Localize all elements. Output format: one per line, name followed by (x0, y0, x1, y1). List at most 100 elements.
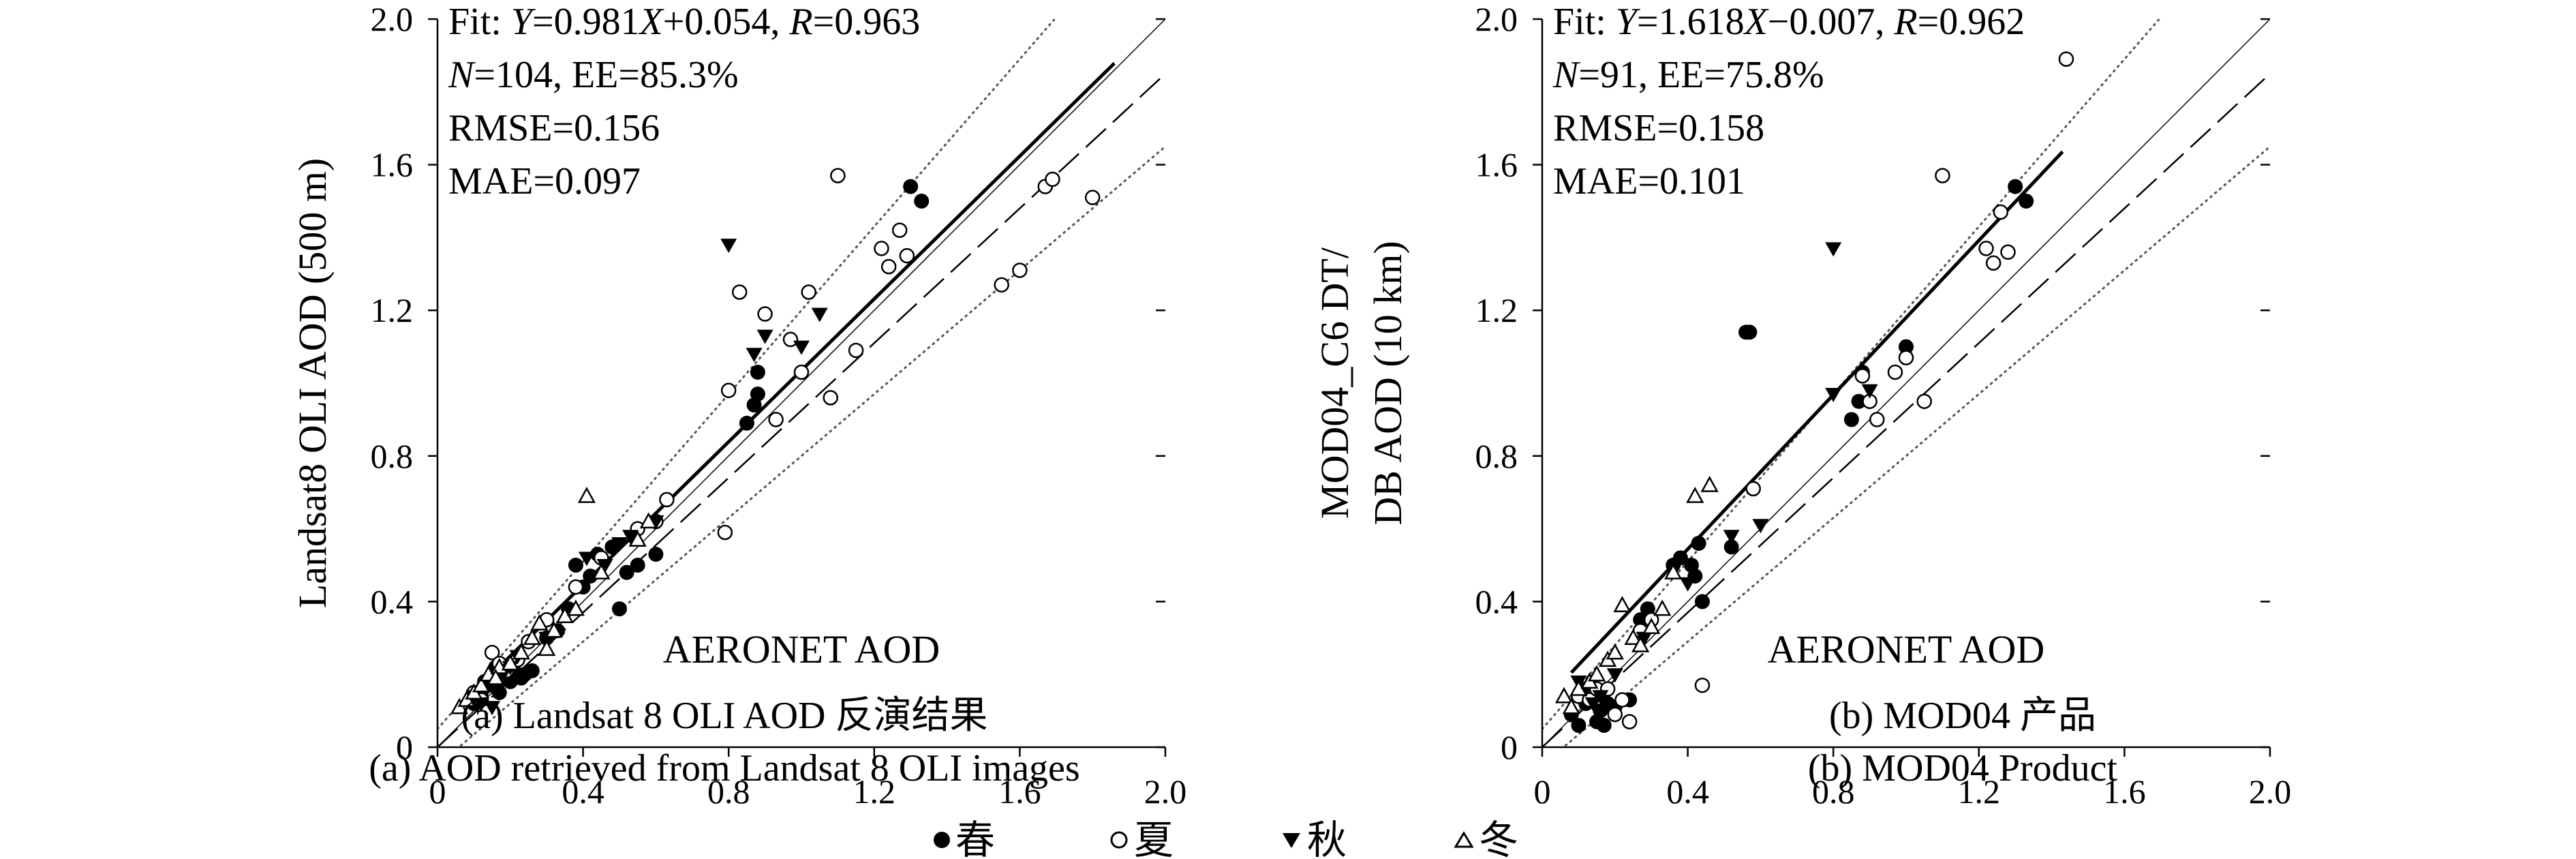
point-a-spring-29 (750, 364, 765, 380)
x-tick-label-b-0: 0 (1534, 772, 1551, 811)
series-b-spring (1563, 179, 2034, 733)
point-b-spring-27 (2019, 194, 2034, 209)
point-b-autumn-10 (1825, 242, 1842, 257)
point-a-winter-17 (538, 639, 556, 657)
point-b-summer-17 (1935, 168, 1950, 183)
point-a-autumn-11 (611, 537, 628, 552)
point-a-winter-7 (512, 643, 530, 660)
point-a-summer-22 (823, 390, 838, 406)
point-b-winter-7 (1613, 596, 1631, 612)
y-tick-label-b-5: 2.0 (1475, 0, 1518, 38)
stat-line-b-3: RMSE=0.158 (1553, 107, 1764, 149)
point-b-winter-13 (1700, 475, 1719, 492)
point-a-autumn-15 (746, 348, 763, 363)
x-tick-label-b-4: 1.6 (2103, 772, 2146, 811)
legend-item-spring: 春 (934, 818, 995, 859)
point-a-summer-23 (830, 168, 846, 183)
caption-a-en: (a) AOD retrieved from Landsat 8 OLI ima… (369, 747, 1079, 789)
point-a-summer-26 (880, 258, 897, 275)
y-axis-title-b-line-2: DB AOD (10 km) (1366, 241, 1410, 525)
point-a-winter-14 (592, 563, 611, 579)
caption-b-zh: (b) MOD04 产品 (1829, 695, 2096, 737)
legend-marker-filled-circle (934, 832, 950, 848)
point-b-autumn-5 (1636, 631, 1653, 646)
point-b-summer-13 (1869, 412, 1885, 427)
y-tick-label-a-2: 0.8 (371, 437, 414, 475)
point-b-summer-11 (1854, 368, 1871, 384)
legend-item-winter: 冬 (1454, 818, 1518, 859)
point-a-spring-24 (630, 558, 645, 573)
point-b-autumn-9 (1825, 388, 1842, 403)
point-a-spring-25 (648, 546, 664, 562)
legend-marker-open-circle (1110, 831, 1128, 849)
x-tick-label-a-0: 0 (429, 772, 446, 811)
point-a-autumn-1 (473, 697, 490, 712)
point-a-winter-8 (523, 629, 541, 646)
point-a-summer-27 (891, 222, 908, 238)
x-tick-label-a-3: 1.2 (853, 772, 896, 811)
point-a-summer-16 (731, 284, 748, 300)
point-b-autumn-4 (1606, 668, 1623, 683)
y-tick-label-b-1: 0.4 (1475, 582, 1518, 620)
point-b-spring-11 (1633, 612, 1649, 628)
point-a-autumn-16 (756, 329, 773, 344)
point-a-spring-22 (612, 601, 627, 617)
x-axis-title-b: AERONET AOD (1768, 627, 2045, 672)
legend-label-spring: 春 (955, 818, 995, 859)
point-a-spring-19 (583, 569, 598, 584)
caption-a-zh: (a) Landsat 8 OLI AOD 反演结果 (461, 695, 988, 737)
point-a-winter-3 (472, 676, 491, 693)
point-a-summer-32 (1045, 171, 1060, 187)
x-axis-title-a: AERONET AOD (663, 627, 940, 672)
plot-area-b (1542, 19, 2270, 747)
stat-line-a-1: Fit: Y=0.981X+0.054, R=0.963 (448, 1, 920, 43)
x-tick-label-a-2: 0.8 (707, 772, 750, 811)
point-a-winter-10 (545, 621, 563, 638)
caption-b-en: (b) MOD04 Product (1808, 747, 2118, 789)
point-a-autumn-9 (578, 552, 595, 567)
stat-line-a-4: MAE=0.097 (448, 160, 641, 202)
point-a-autumn-12 (622, 530, 639, 545)
stat-line-b-4: MAE=0.101 (1553, 160, 1745, 202)
fit-line-a (461, 62, 1116, 704)
point-b-summer-21 (2000, 244, 2016, 260)
point-a-autumn-17 (811, 307, 828, 322)
y-tick-label-a-0: 0 (396, 728, 413, 766)
point-b-autumn-2 (1584, 697, 1601, 712)
point-a-spring-23 (619, 564, 634, 580)
stat-line-a-3: RMSE=0.156 (448, 107, 660, 149)
point-a-summer-33 (1084, 190, 1101, 205)
legend: 春 夏 秋 冬 (934, 818, 1518, 859)
point-b-winter-10 (1653, 599, 1672, 616)
point-a-summer-30 (1012, 262, 1028, 278)
point-a-winter-6 (501, 654, 519, 671)
point-b-spring-17 (1691, 535, 1706, 551)
point-a-summer-20 (793, 364, 810, 380)
point-b-spring-22 (1843, 412, 1859, 427)
point-b-winter-9 (1642, 618, 1661, 635)
series-a-winter (450, 486, 658, 714)
legend-marker-open-triangle-up (1454, 831, 1474, 848)
legend-label-winter: 冬 (1479, 818, 1518, 859)
ee-upper-line-a (438, 19, 1056, 730)
point-b-summer-6 (1621, 714, 1638, 729)
point-a-summer-29 (994, 277, 1009, 293)
point-b-spring-19 (1723, 539, 1739, 555)
point-b-winter-6 (1606, 643, 1624, 660)
y-tick-label-b-4: 1.6 (1475, 146, 1518, 184)
point-b-spring-21 (1742, 325, 1758, 340)
point-a-autumn-4 (487, 682, 504, 697)
point-b-spring-1 (1571, 717, 1586, 733)
point-b-autumn-3 (1592, 690, 1609, 705)
x-tick-label-a-4: 1.6 (998, 772, 1041, 811)
ee-upper-line-b (1542, 19, 2161, 730)
y-tick-label-a-1: 0.4 (371, 582, 414, 620)
series-b-winter (1554, 475, 1719, 714)
point-a-summer-14 (717, 524, 733, 541)
point-a-autumn-14 (720, 239, 737, 254)
y-tick-label-b-3: 1.2 (1475, 291, 1518, 329)
one-to-one-line-b (1542, 19, 2270, 747)
x-tick-label-b-3: 1.2 (1958, 772, 2001, 811)
y-tick-label-a-3: 1.2 (371, 291, 414, 329)
y-tick-label-b-0: 0 (1501, 728, 1518, 766)
